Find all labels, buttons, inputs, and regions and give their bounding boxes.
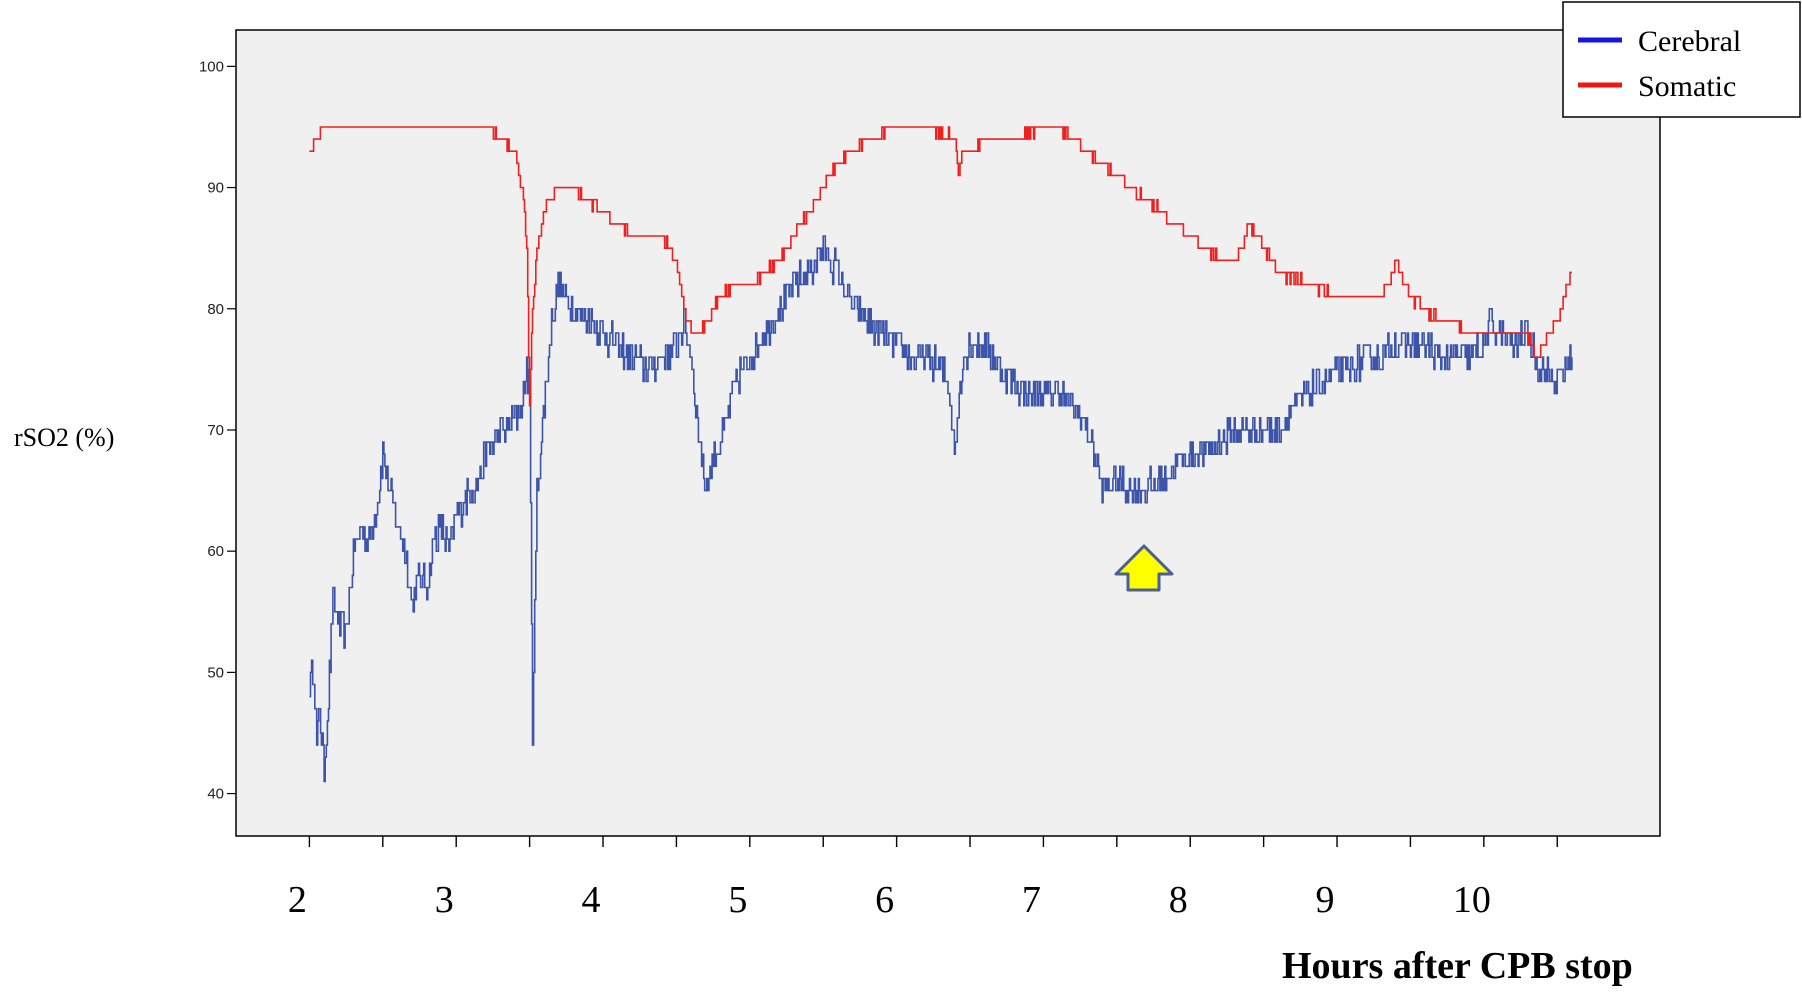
y-tick-label: 40 — [207, 786, 224, 803]
plot-area — [235, 29, 1661, 837]
series-line-cerebral — [309, 235, 1573, 783]
x-tick-label: 8 — [1169, 879, 1188, 921]
y-axis-label: rSO2 (%) — [14, 423, 114, 452]
y-axis: 40 50 60 70 80 90 100 — [199, 58, 236, 803]
x-tick-label: 2 — [288, 879, 307, 921]
x-tick-label: 4 — [582, 879, 601, 921]
x-tick-label: 10 — [1453, 879, 1491, 921]
x-tick-label: 5 — [728, 879, 747, 921]
x-tick-label: 6 — [875, 879, 894, 921]
legend-box — [1562, 1, 1801, 118]
legend-label-cerebral: Cerebral — [1638, 25, 1741, 58]
y-tick-label: 70 — [207, 422, 224, 439]
legend-label-somatic: Somatic — [1638, 70, 1736, 103]
y-tick-label: 90 — [207, 180, 224, 197]
y-tick-label: 50 — [207, 664, 224, 681]
x-tick-label: 7 — [1022, 879, 1041, 921]
y-tick-label: 100 — [199, 58, 224, 75]
x-tick-label: 9 — [1316, 879, 1335, 921]
series-line-somatic — [309, 126, 1572, 407]
y-tick-label: 60 — [207, 543, 224, 560]
legend: Cerebral Somatic — [1562, 1, 1801, 118]
x-axis: 2 3 4 5 6 7 8 9 10 — [288, 836, 1558, 921]
series-layer — [309, 126, 1573, 783]
y-tick-label: 80 — [207, 301, 224, 318]
x-axis-label: Hours after CPB stop — [1282, 945, 1633, 987]
x-tick-label: 3 — [435, 879, 454, 921]
marker-arrow-icon — [1114, 544, 1174, 592]
